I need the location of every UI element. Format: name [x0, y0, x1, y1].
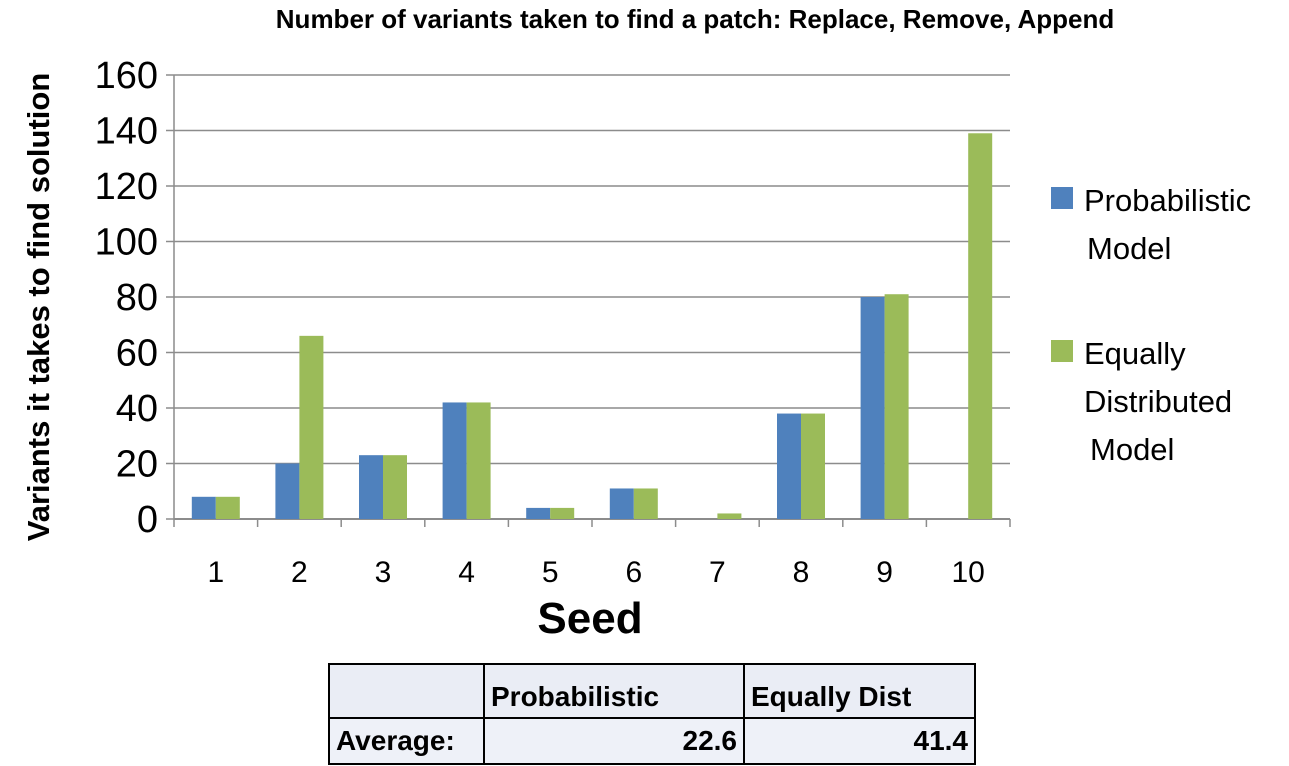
y-tick-label: 120: [95, 166, 158, 208]
table-header-probabilistic: Probabilistic: [483, 663, 745, 719]
x-tick-label: 7: [709, 556, 726, 589]
legend-label-series-1: Probabilistic: [1084, 183, 1251, 218]
y-axis-label: Variants it takes to find solution: [21, 73, 56, 542]
bar-seed-2-series-1: [275, 463, 300, 519]
bar-seed-5-series-2: [550, 507, 575, 519]
bar-seed-6-series-1: [609, 488, 634, 519]
legend-label-series-1: Model: [1087, 231, 1171, 266]
x-tick-label: 10: [952, 556, 985, 589]
table-value-equally-dist: 41.4: [743, 717, 976, 765]
bars: [191, 133, 993, 519]
legend-swatch-series-1: [1051, 187, 1073, 209]
chart-title: Number of variants taken to find a patch…: [276, 4, 1114, 34]
legend-label-series-2: Equally: [1084, 336, 1186, 371]
y-tick-label: 60: [116, 333, 158, 375]
bar-seed-1-series-1: [191, 496, 216, 519]
bar-seed-4-series-2: [466, 402, 491, 519]
bar-seed-3-series-2: [383, 455, 407, 519]
y-tick-label: 40: [116, 388, 158, 430]
legend-label-series-2: Model: [1090, 432, 1174, 467]
x-tick-label: 9: [876, 556, 893, 589]
bar-seed-8-series-1: [777, 413, 801, 519]
x-tick-label: 8: [793, 556, 810, 589]
bar-seed-9-series-1: [860, 297, 885, 519]
legend: Probabilistic Model Equally Distributed Mode…: [1051, 183, 1251, 467]
y-tick-label: 100: [95, 222, 158, 264]
legend-swatch-series-2: [1051, 340, 1073, 362]
legend-label-series-2: Distributed: [1084, 384, 1232, 419]
x-tick-label: 4: [458, 556, 475, 589]
y-tick-label: 80: [116, 277, 158, 319]
table-header-row: Probabilistic Equally Dist: [328, 663, 976, 719]
x-tick-label: 2: [291, 556, 308, 589]
bar-seed-9-series-2: [884, 294, 909, 519]
x-axis-label: Seed: [537, 594, 642, 643]
y-tick-label: 140: [95, 111, 158, 153]
bar-seed-5-series-1: [526, 507, 551, 519]
bar-seed-6-series-2: [633, 488, 658, 519]
bar-seed-2-series-2: [299, 335, 324, 519]
x-tick-label: 6: [625, 556, 642, 589]
bar-seed-8-series-2: [801, 413, 825, 519]
x-axis-ticks: 1 2 3 4 5 6 7 8 9 10: [207, 556, 984, 589]
table-row-label: Average:: [328, 717, 485, 765]
bar-seed-3-series-1: [359, 455, 383, 519]
bar-seed-7-series-2: [717, 513, 742, 519]
bar-seed-10-series-2: [968, 133, 993, 519]
bar-seed-1-series-2: [215, 496, 240, 519]
table-average-row: Average: 22.6 41.4: [328, 717, 976, 765]
y-axis-ticks: 0 20 40 60 80 100 120 140 160: [95, 55, 158, 541]
x-tick-label: 5: [542, 556, 559, 589]
average-table: Probabilistic Equally Dist Average: 22.6…: [328, 663, 976, 765]
y-tick-label: 20: [116, 444, 158, 486]
table-corner-cell: [328, 663, 485, 719]
bar-seed-4-series-1: [442, 402, 467, 519]
table-header-equally-dist: Equally Dist: [743, 663, 976, 719]
x-tick-label: 1: [207, 556, 224, 589]
table-value-probabilistic: 22.6: [483, 717, 745, 765]
y-tick-label: 0: [137, 499, 158, 541]
y-tick-label: 160: [95, 55, 158, 97]
bar-chart: Number of variants taken to find a patch…: [21, 4, 1251, 643]
x-tick-label: 3: [375, 556, 392, 589]
